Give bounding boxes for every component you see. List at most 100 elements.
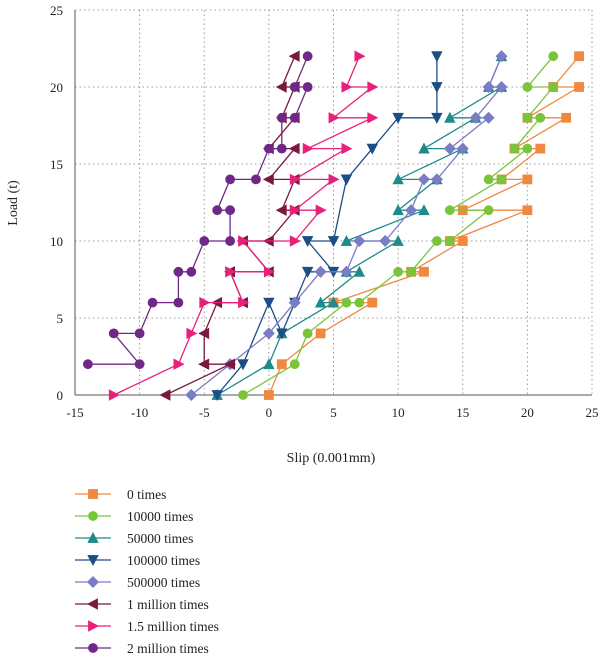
data-point [302,142,314,155]
data-point [108,328,119,339]
data-point [159,389,171,401]
x-tick-label: 20 [521,405,534,420]
legend-label: 1 million times [127,597,209,612]
legend-marker [88,511,98,521]
series-line [216,55,503,396]
data-point [276,359,287,370]
data-point [405,204,418,217]
data-point [275,204,287,216]
y-tick-label: 15 [50,157,63,172]
data-point [302,328,313,339]
data-point [456,142,469,155]
data-point [289,112,300,123]
data-point [263,390,274,400]
data-point [301,236,314,248]
data-point [276,112,287,123]
data-point [276,143,287,154]
legend-item: 50000 times [75,531,193,546]
data-point [392,173,404,185]
data-point [379,234,392,248]
data-point [417,173,430,186]
data-point [535,143,546,154]
y-tick-label: 25 [50,3,63,18]
data-point [302,82,313,92]
series-4 [211,51,443,402]
data-point [147,297,158,308]
legend-label: 0 times [127,487,166,502]
legend-marker [88,643,98,653]
data-point [327,236,340,248]
legend-item: 1 million times [75,597,209,612]
data-point [225,236,235,246]
data-point [238,235,250,247]
data-point [495,80,508,94]
x-tick-label: 0 [266,405,273,420]
data-point [431,112,443,124]
data-point [340,174,353,186]
data-point [315,328,326,339]
data-point [341,297,352,308]
legend-label: 50000 times [127,531,193,546]
data-point [522,82,533,92]
data-point [340,265,353,278]
data-point [367,297,378,308]
data-point [367,112,379,124]
data-point [366,143,378,155]
legend-item: 2 million times [75,641,209,656]
data-point [211,390,223,402]
data-point [173,297,184,308]
series-5 [185,50,508,402]
data-point [262,173,274,186]
x-tick-label: 25 [586,405,599,420]
legend-marker [86,575,100,589]
data-point [238,296,250,309]
data-point [353,265,366,277]
data-point [225,205,235,216]
data-point [444,205,455,216]
legend-item: 1.5 million times [75,619,219,634]
data-point [301,266,314,278]
data-point [212,205,223,216]
grid [75,9,593,395]
data-point [341,142,353,155]
data-point [431,236,442,246]
data-point [509,143,520,154]
data-point [444,111,456,123]
x-tick-label: -15 [66,405,83,420]
series-line [113,55,373,396]
data-point [496,174,507,185]
data-point [173,266,184,277]
series-1 [263,51,584,400]
data-point [522,112,533,123]
data-point [419,266,429,277]
data-point [186,266,197,277]
data-point [431,82,443,94]
x-tick-label: 10 [392,405,405,420]
data-point [328,173,340,186]
data-point [302,51,313,62]
x-tick-label: 15 [456,405,469,420]
data-point [289,235,301,247]
data-point [469,111,482,124]
data-point [134,328,145,339]
y-tick-label: 5 [57,311,64,326]
legend-item: 100000 times [75,553,200,568]
y-tick-label: 0 [57,388,64,403]
data-point [224,358,235,370]
data-point [276,328,288,340]
data-point [314,296,327,308]
data-point [354,50,366,62]
data-point [186,327,198,340]
data-point [418,204,430,216]
data-point [483,174,494,185]
x-axis-label: Slip (0.001mm) [287,451,376,466]
data-point [482,111,495,124]
data-point [444,236,455,246]
data-point [108,389,120,401]
data-point [483,205,494,216]
data-point [225,266,237,278]
data-point [83,359,93,370]
series-line [216,56,438,396]
data-point [328,112,340,124]
